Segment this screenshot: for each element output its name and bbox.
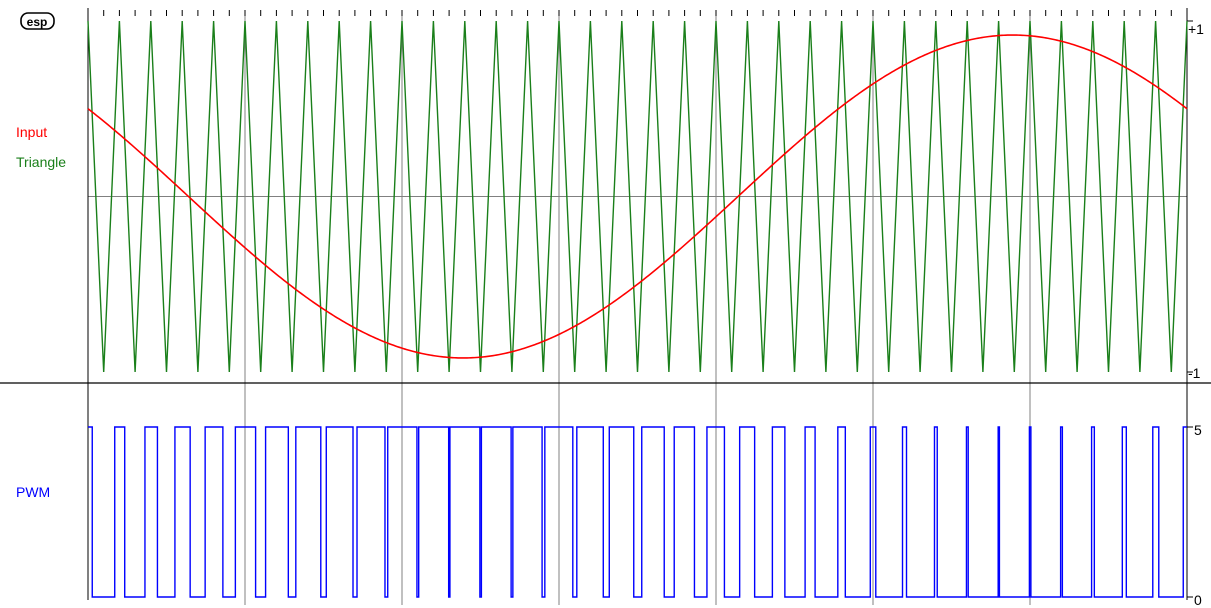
grid-lines [88,11,1187,605]
legend-triangle: Triangle [16,154,66,170]
ytick-bottom-5: 5 [1194,422,1202,438]
ytick-top-plus1: +1 [1188,21,1204,37]
ytick-top-minus1: -1 [1188,365,1201,381]
series-triangle [87,20,1188,373]
ytick-bottom-0: 0 [1194,592,1202,608]
input-line [87,34,1188,359]
pwm-line [88,426,1187,598]
logo-text: esp [27,15,48,29]
series-input [87,34,1188,359]
esp-logo: esp [20,12,55,30]
legend-input: Input [16,124,47,140]
series-pwm [88,426,1187,598]
legend-pwm: PWM [16,484,50,500]
triangle-line [87,20,1188,373]
top-axes [0,8,1211,384]
bottom-axes [87,383,1193,600]
